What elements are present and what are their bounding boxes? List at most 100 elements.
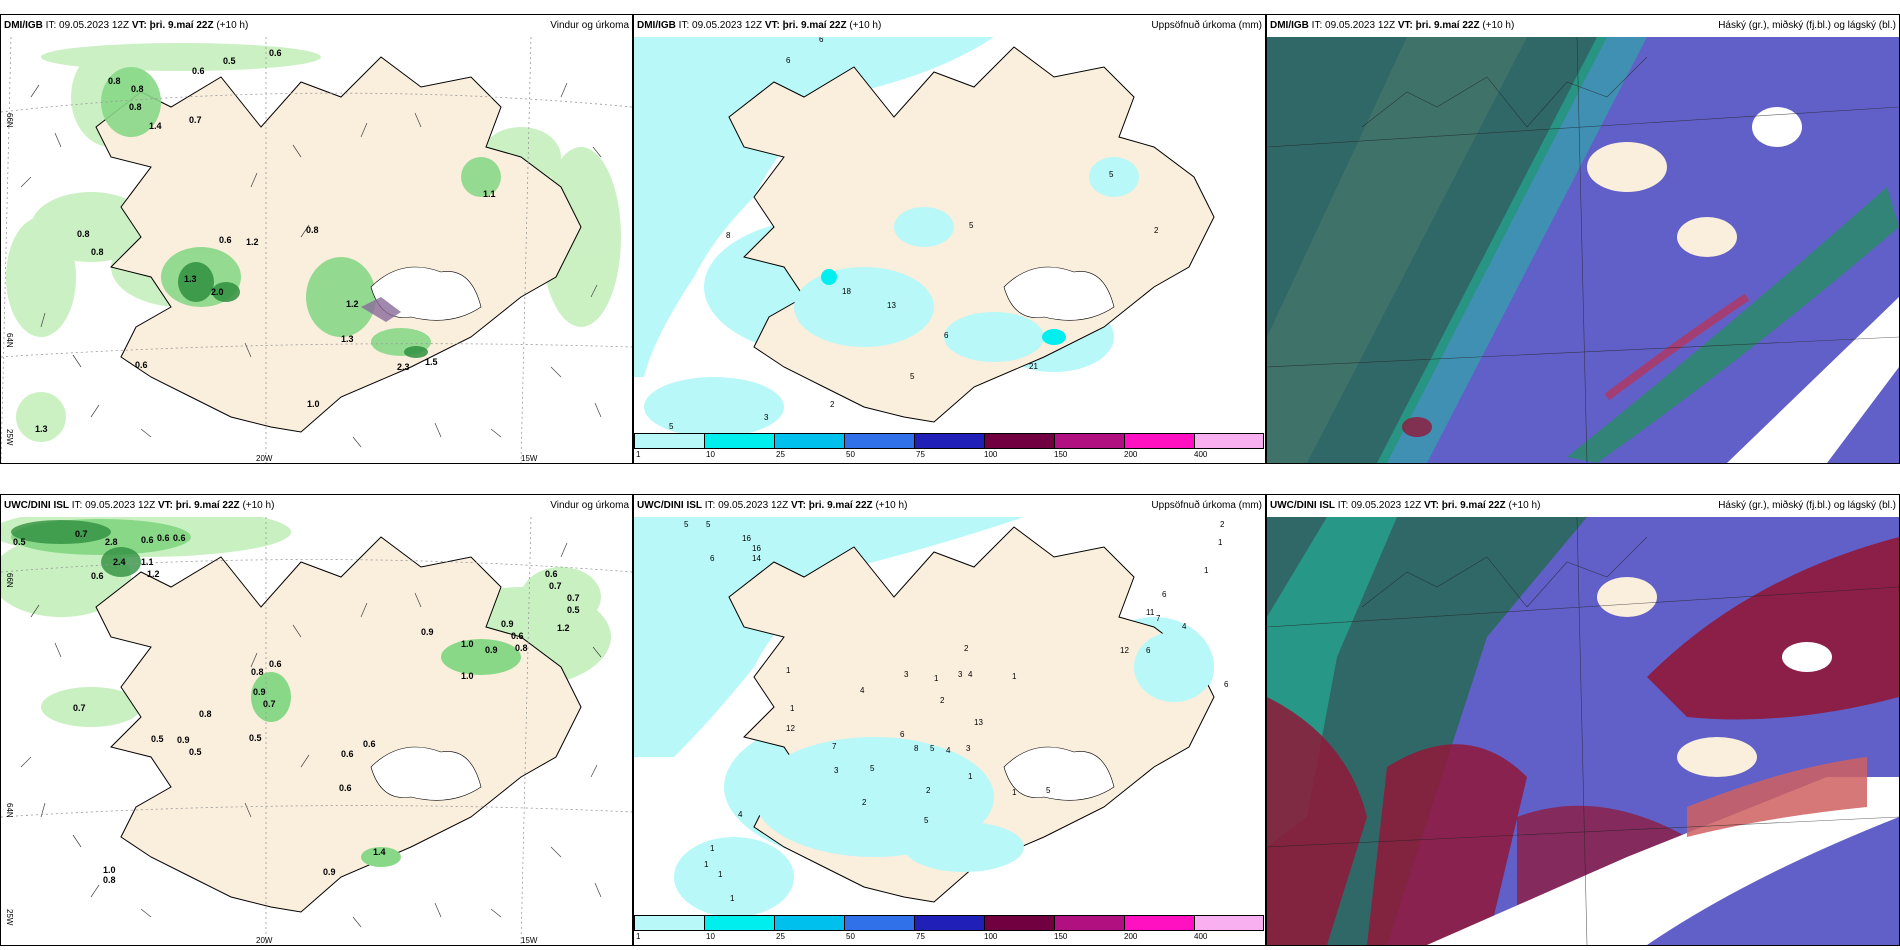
precip-label: 0.9	[177, 735, 190, 745]
precip-value: 6	[1162, 590, 1167, 599]
colorbar-tick: 50	[846, 932, 855, 941]
colorbar-tick: 200	[1124, 450, 1138, 459]
precip-value: 3	[764, 413, 769, 422]
colorbar-tick: 10	[706, 932, 715, 941]
precip-value: 5	[870, 764, 875, 773]
wind-barbs	[20, 82, 602, 448]
precip-label: 0.9	[501, 619, 514, 629]
precip-value: 12	[786, 724, 795, 733]
precip-value: 6	[900, 730, 905, 739]
colorbar-bin	[1054, 915, 1125, 931]
precip-value: 3	[834, 766, 839, 775]
lon-label-25: 25W	[5, 429, 14, 446]
precip-value: 1	[1218, 538, 1223, 547]
precip-label: 0.7	[75, 529, 88, 539]
colorbar-bin	[844, 433, 915, 449]
precip-value: 1	[968, 772, 973, 781]
lead-time: (+10 h)	[1508, 500, 1541, 511]
model-name: UWC/DINI ISL	[637, 500, 702, 511]
precip-value: 2	[1220, 520, 1225, 529]
precip-label: 1.0	[103, 865, 116, 875]
precip-value: 5	[669, 422, 674, 431]
panel-title: DMI/IGB IT: 09.05.2023 12Z VT: þri. 9.ma…	[1, 15, 632, 37]
valid-time: VT: þri. 9.maí 22Z	[764, 20, 847, 31]
product-name: Háský (gr.), miðský (fj.bl.) og lágský (…	[1718, 500, 1896, 511]
colorbar-tick: 10	[706, 450, 715, 459]
precip-value: 18	[842, 287, 851, 296]
colorbar-bin	[984, 433, 1055, 449]
model-name: DMI/IGB	[4, 20, 43, 31]
precip-label: 1.5	[425, 357, 438, 367]
panel-uwc-precip: UWC/DINI ISL IT: 09.05.2023 12Z VT: þri.…	[633, 494, 1266, 946]
model-name: UWC/DINI ISL	[4, 500, 69, 511]
precip-value: 4	[860, 686, 865, 695]
precip-label: 0.6	[135, 360, 148, 370]
lon-label-25: 25W	[5, 909, 14, 926]
precip-label: 0.8	[91, 247, 104, 257]
wind-barbs	[20, 542, 602, 928]
colorbar-tick: 75	[916, 932, 925, 941]
precip-value: 1	[704, 860, 709, 869]
precip-value: 1	[790, 704, 795, 713]
panel-title: UWC/DINI ISL IT: 09.05.2023 12Z VT: þri.…	[1267, 495, 1899, 517]
colorbar-bin	[1054, 433, 1125, 449]
precip-colorbar: 1 10 25 50 75 100 150 200 400	[634, 433, 1265, 459]
precip-value: 2	[1154, 226, 1159, 235]
lon-label-15: 15W	[521, 454, 538, 463]
precip-value: 12	[1120, 646, 1129, 655]
precip-label: 0.6	[173, 533, 186, 543]
precip-label: 0.6	[339, 783, 352, 793]
precip-label: 0.6	[341, 749, 354, 759]
precip-label: 0.8	[77, 229, 90, 239]
precip-value: 5	[684, 520, 689, 529]
precip-value: 5	[1046, 786, 1051, 795]
lat-label-66: 66N	[5, 113, 14, 128]
precip-label: 0.6	[363, 739, 376, 749]
colorbar-bin	[1194, 433, 1264, 449]
precip-label: 0.6	[157, 533, 170, 543]
precip-label: 2.0	[211, 287, 224, 297]
precip-accum-map: 5 5 2 1 1 16 16 14 6 6 12 11 7 4 6 2 1 4…	[634, 517, 1265, 927]
precip-label: 0.7	[549, 581, 562, 591]
product-name: Háský (gr.), miðský (fj.bl.) og lágský (…	[1718, 20, 1896, 31]
precip-value: 13	[974, 718, 983, 727]
precip-label: 0.5	[151, 734, 164, 744]
colorbar-tick: 25	[776, 932, 785, 941]
precip-label: 0.5	[223, 56, 236, 66]
precip-label: 0.8	[108, 76, 121, 86]
precip-value: 4	[738, 810, 743, 819]
colorbar-tick: 50	[846, 450, 855, 459]
precip-value: 16	[752, 544, 761, 553]
precip-value: 8	[914, 744, 919, 753]
precip-label: 1.4	[373, 847, 386, 857]
lead-time: (+10 h)	[875, 500, 908, 511]
precip-value: 5	[924, 816, 929, 825]
init-time: IT: 09.05.2023 12Z	[71, 500, 156, 511]
precip-label: 0.5	[249, 733, 262, 743]
cloud-cover-map	[1267, 517, 1899, 945]
lon-label-20: 20W	[256, 454, 273, 463]
panel-title: UWC/DINI ISL IT: 09.05.2023 12Z VT: þri.…	[1, 495, 632, 517]
precip-value: 1	[710, 844, 715, 853]
precip-value: 6	[944, 331, 949, 340]
precip-value: 1	[786, 666, 791, 675]
colorbar-tick: 150	[1054, 450, 1068, 459]
precip-value: 1	[730, 894, 735, 903]
colorbar-bin	[914, 433, 985, 449]
wind-precip-map: 0.5 0.6 0.6 0.8 0.8 0.8 1.4 0.7 0.8 0.8 …	[1, 37, 632, 463]
precip-label: 0.7	[567, 593, 580, 603]
precip-label: 1.0	[307, 399, 320, 409]
init-time: IT: 09.05.2023 12Z	[45, 20, 130, 31]
precip-label: 1.2	[346, 299, 359, 309]
precip-value: 2	[926, 786, 931, 795]
lon-label-20: 20W	[256, 936, 273, 945]
colorbar-tick: 150	[1054, 932, 1068, 941]
precip-value: 13	[887, 301, 896, 310]
precip-label: 1.0	[461, 639, 474, 649]
colorbar-tick: 100	[984, 932, 998, 941]
init-time: IT: 09.05.2023 12Z	[1311, 20, 1396, 31]
lat-label-64: 64N	[5, 803, 14, 818]
panel-uwc-clouds: UWC/DINI ISL IT: 09.05.2023 12Z VT: þri.…	[1266, 494, 1900, 946]
precip-value: 5	[1109, 170, 1114, 179]
precip-label: 0.6	[192, 66, 205, 76]
